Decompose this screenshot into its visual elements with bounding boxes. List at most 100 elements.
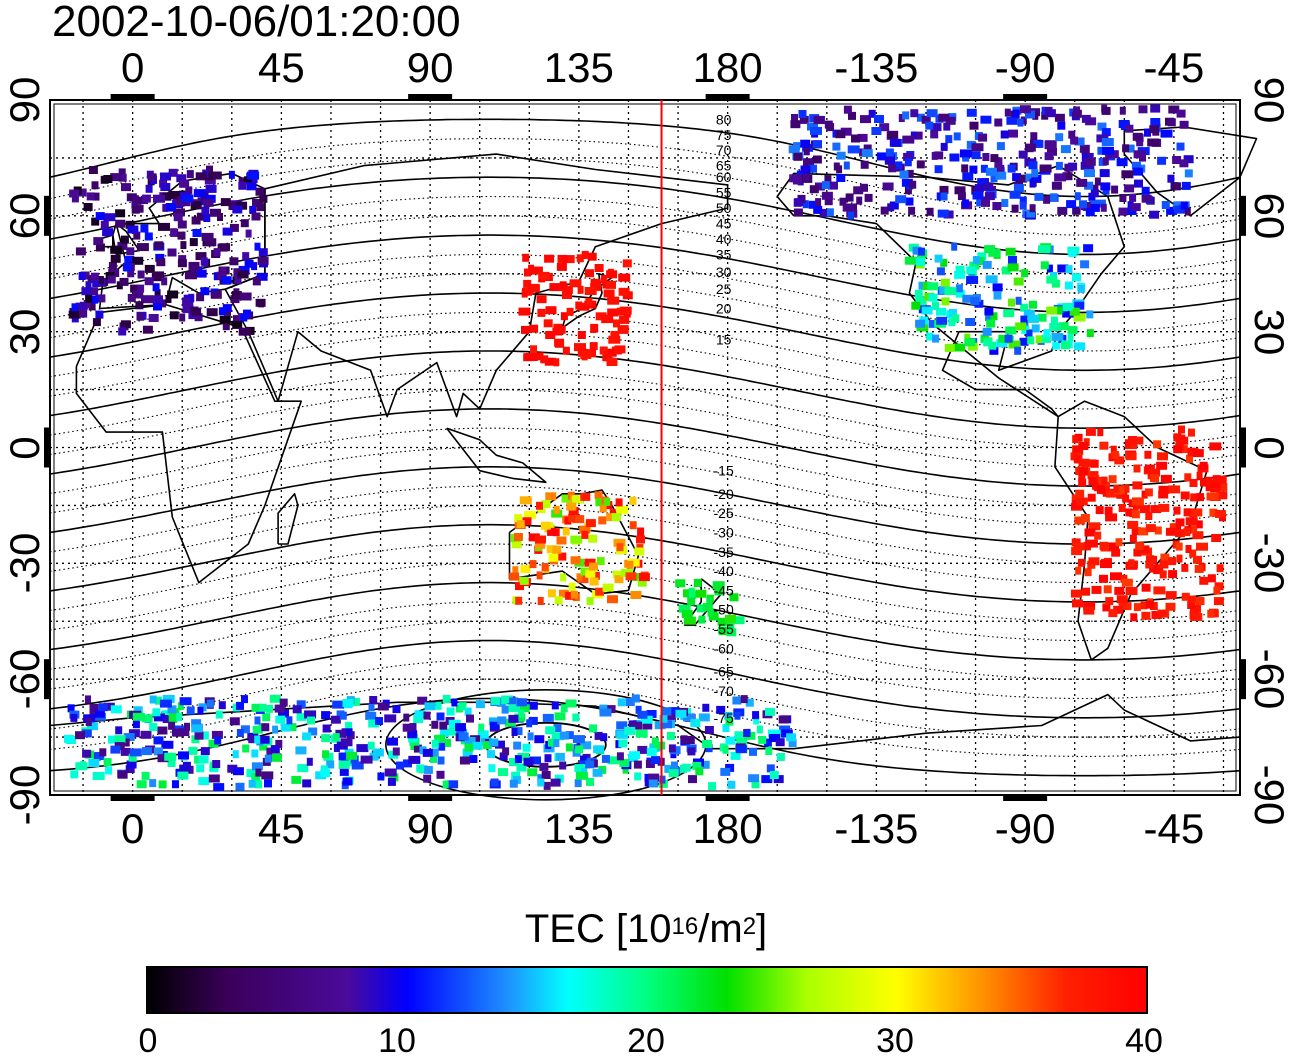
- tec-cell-north-america: [985, 313, 994, 322]
- tec-cell-arctic: [848, 211, 854, 220]
- tec-cell-south-america: [1084, 459, 1097, 468]
- tec-cell-europe: [234, 276, 242, 284]
- tec-cell-arctic: [945, 135, 953, 144]
- tec-cell-east-asia: [540, 355, 549, 364]
- tec-cell-europe: [238, 181, 247, 190]
- tec-cell-antarctica: [372, 748, 384, 757]
- tec-cell-north-america: [1068, 249, 1077, 257]
- tec-cell-antarctica: [575, 771, 588, 780]
- tec-cell-antarctica: [668, 769, 679, 778]
- tec-cell-east-asia: [556, 325, 566, 334]
- tec-cell-east-asia: [584, 287, 597, 295]
- tec-cell-north-america: [1027, 336, 1035, 345]
- tec-cell-arctic: [1019, 174, 1028, 183]
- tec-cell-antarctica: [188, 746, 198, 755]
- tec-cell-south-america: [1102, 603, 1111, 612]
- tec-cell-arctic: [1149, 210, 1160, 219]
- tec-cell-new-zealand: [727, 621, 735, 630]
- tec-cell-antarctica: [413, 744, 422, 753]
- tec-cell-antarctica: [442, 780, 449, 789]
- tec-cell-north-america: [1083, 244, 1094, 253]
- tec-cell-arctic: [1047, 147, 1057, 156]
- tec-cell-south-america: [1078, 478, 1087, 487]
- tec-cell-europe: [153, 194, 165, 203]
- tec-cell-south-america: [1127, 436, 1137, 444]
- tec-cell-europe: [118, 327, 127, 336]
- tec-cell-south-america: [1158, 503, 1170, 512]
- tec-cell-north-america: [1080, 260, 1090, 269]
- tec-cell-antarctica: [529, 756, 541, 765]
- tec-cell-australia: [560, 573, 567, 582]
- tec-cell-antarctica: [296, 700, 306, 709]
- tec-cell-antarctica: [177, 702, 184, 711]
- tec-cell-australia: [516, 520, 525, 529]
- tec-cell-europe: [95, 243, 105, 252]
- tec-cell-south-america: [1133, 548, 1142, 557]
- tec-cell-arctic: [899, 170, 909, 179]
- tec-cell-arctic: [943, 122, 951, 131]
- tec-cell-australia: [509, 572, 520, 581]
- tec-cell-antarctica: [369, 752, 379, 761]
- tec-cell-north-america: [976, 257, 985, 265]
- timestamp-title: 2002-10-06/01:20:00: [52, 0, 461, 46]
- tec-cell-antarctica: [565, 731, 574, 740]
- tick-right-label: 0: [1246, 435, 1292, 460]
- colorbar-tick-label: 0: [138, 1022, 158, 1060]
- tec-cell-australia: [529, 560, 537, 569]
- tec-cell-antarctica: [490, 721, 499, 730]
- tec-cell-arctic: [985, 167, 997, 176]
- tec-cell-australia: [554, 596, 563, 605]
- tec-cell-antarctica: [338, 752, 349, 761]
- tec-cell-arctic: [1179, 159, 1189, 168]
- tec-cell-europe: [159, 299, 167, 308]
- tec-cell-antarctica: [409, 723, 417, 731]
- tec-cell-antarctica: [654, 741, 665, 750]
- tec-cell-antarctica: [252, 725, 263, 734]
- tec-cell-arctic: [1009, 190, 1021, 199]
- tec-cell-antarctica: [339, 767, 349, 776]
- tec-cell-antarctica: [296, 712, 307, 721]
- tec-cell-antarctica: [186, 706, 195, 715]
- tec-cell-south-america: [1212, 475, 1221, 484]
- tec-cell-antarctica: [763, 738, 772, 747]
- tec-cell-south-america: [1133, 436, 1144, 445]
- tec-cell-south-america: [1074, 516, 1086, 525]
- tec-cell-europe: [127, 269, 135, 278]
- tick-bot-label: -45: [1143, 805, 1205, 852]
- tec-cell-europe: [119, 277, 129, 286]
- tec-cell-europe: [177, 231, 186, 240]
- tec-cell-australia: [519, 576, 529, 585]
- tec-cell-arctic: [983, 182, 994, 191]
- tec-cell-south-america: [1175, 542, 1183, 551]
- tec-cell-antarctica: [227, 764, 238, 773]
- tec-cell-antarctica: [430, 754, 437, 763]
- tec-cell-north-america: [955, 284, 963, 293]
- tec-cell-north-america: [1061, 341, 1070, 350]
- tec-cell-antarctica: [509, 779, 518, 788]
- tec-cell-arctic: [903, 152, 914, 161]
- tec-cell-south-america: [1073, 455, 1080, 464]
- tec-cell-europe: [95, 294, 106, 303]
- left-tick-bar: [44, 427, 50, 468]
- tec-cell-antarctica: [522, 743, 531, 752]
- tec-cell-antarctica: [254, 735, 261, 744]
- tec-cell-antarctica: [105, 766, 113, 775]
- tec-cell-antarctica: [179, 764, 191, 773]
- tec-cell-antarctica: [251, 762, 263, 771]
- tec-cell-antarctica: [407, 730, 418, 739]
- tec-cell-south-america: [1104, 506, 1113, 515]
- tec-cell-europe: [195, 269, 207, 278]
- tec-cell-south-america: [1100, 560, 1112, 569]
- tec-cell-antarctica: [490, 778, 499, 787]
- contour-label: 60: [716, 169, 732, 185]
- tec-cell-australia: [632, 573, 642, 582]
- tec-cell-arctic: [1161, 201, 1170, 209]
- tec-cell-antarctica: [769, 771, 779, 779]
- tec-cell-antarctica: [302, 779, 312, 788]
- tec-cell-south-america: [1078, 442, 1089, 450]
- tec-cell-south-america: [1130, 613, 1138, 622]
- tec-cell-antarctica: [266, 704, 273, 713]
- tec-cell-antarctica: [114, 735, 126, 744]
- tec-cell-north-america: [1052, 341, 1061, 350]
- tec-cell-arctic: [1025, 110, 1035, 119]
